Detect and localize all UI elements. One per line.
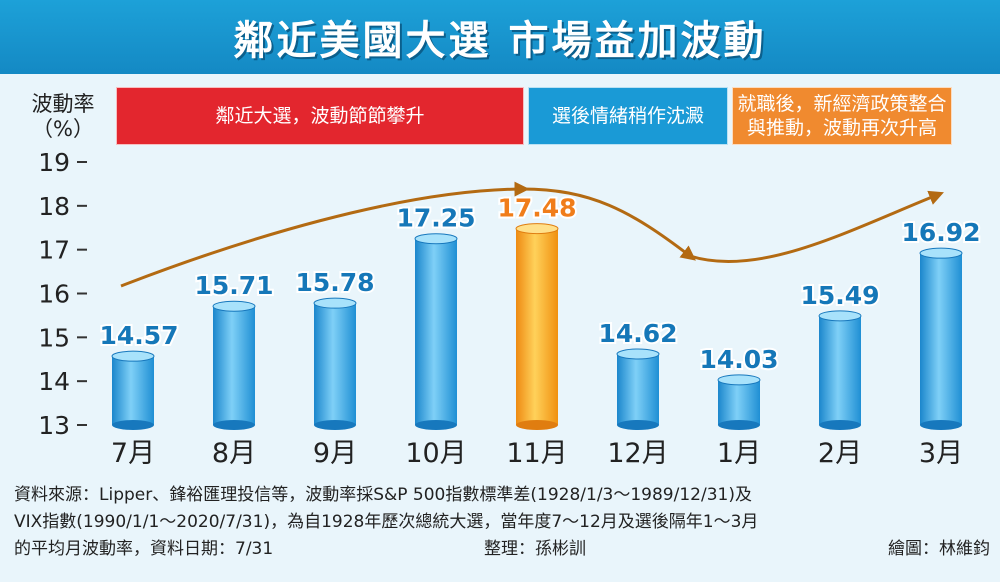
value-label: 17.48 — [497, 194, 576, 223]
bars — [111, 223, 963, 430]
bar-base — [415, 420, 457, 430]
footer-source-line-3: 的平均月波動率，資料日期：7/31 — [14, 539, 274, 559]
phase-label-pre-election: 鄰近大選，波動節節攀升 — [116, 87, 524, 145]
y-axis-label: 波動率 （%） — [18, 92, 108, 142]
bar-11月 — [515, 223, 559, 430]
value-label: 14.03 — [699, 345, 778, 374]
bar-cap — [313, 297, 357, 309]
bar-body — [819, 315, 861, 425]
title-bar: 鄰近美國大選 市場益加波動 — [0, 0, 1000, 74]
bar-body — [314, 303, 356, 425]
bar-2月 — [818, 310, 862, 430]
y-tick-label: 19 — [38, 148, 70, 177]
bar-base — [718, 420, 760, 430]
trend-arrow-rebound — [689, 190, 944, 264]
x-tick-label: 8月 — [212, 438, 256, 469]
value-label: 16.92 — [901, 218, 980, 247]
value-label: 15.71 — [194, 271, 273, 300]
y-axis: 13 14 15 16 17 18 19 — [38, 148, 87, 440]
bar-base — [213, 420, 255, 430]
bar-body — [112, 356, 154, 425]
y-axis-label-line-2: （%） — [32, 117, 94, 141]
bar-chart: 13 14 15 16 17 18 19 7月 8月 9月 10月 11月 12月 1月 2月 3月 14.… — [38, 148, 982, 469]
x-tick-label: 7月 — [111, 438, 155, 469]
x-tick-label: 12月 — [607, 438, 668, 469]
phase-label-inauguration: 就職後，新經濟政策整合與推動，波動再次升高 — [732, 87, 952, 145]
x-tick-label: 2月 — [818, 438, 862, 469]
bar-1月 — [717, 374, 761, 430]
x-tick-label: 11月 — [506, 438, 567, 469]
bar-base — [617, 420, 659, 430]
bar-body — [617, 353, 659, 425]
bar-cap — [616, 348, 660, 360]
bar-body — [718, 379, 760, 425]
bar-3月 — [919, 247, 963, 430]
bar-base — [920, 420, 962, 430]
bar-cap — [515, 223, 559, 235]
y-tick-label: 18 — [38, 192, 70, 221]
value-label: 15.78 — [295, 268, 374, 297]
y-tick-label: 17 — [38, 236, 70, 265]
bar-cap — [717, 374, 761, 386]
value-label: 15.49 — [800, 281, 879, 310]
y-tick-label: 16 — [38, 280, 70, 309]
y-tick-label: 13 — [38, 411, 70, 440]
bar-body — [920, 253, 962, 425]
bar-cap — [212, 300, 256, 312]
value-label: 14.62 — [598, 319, 677, 348]
y-axis-label-line-1: 波動率 — [31, 92, 95, 116]
bar-base — [516, 420, 558, 430]
bar-base — [819, 420, 861, 430]
footer-source-line-1: 資料來源：Lipper、鋒裕匯理投信等，波動率採S&P 500指數標準差(192… — [14, 485, 752, 505]
value-label: 17.25 — [396, 204, 475, 233]
bar-9月 — [313, 297, 357, 430]
bar-base — [314, 420, 356, 430]
bar-cap — [414, 233, 458, 245]
x-tick-label: 3月 — [919, 438, 963, 469]
bar-cap — [818, 310, 862, 322]
bar-cap — [919, 247, 963, 259]
chart-title: 鄰近美國大選 市場益加波動 — [233, 18, 767, 64]
value-labels: 14.57 15.71 15.78 17.25 17.48 14.62 14.03 15.49… — [97, 192, 982, 376]
trend-arrow-rise — [120, 181, 530, 288]
bar-body — [213, 306, 255, 425]
bar-8月 — [212, 300, 256, 430]
bar-12月 — [616, 348, 660, 430]
y-tick-label: 14 — [38, 367, 70, 396]
x-tick-label: 9月 — [313, 438, 357, 469]
x-tick-label: 1月 — [717, 438, 761, 469]
bar-base — [112, 420, 154, 430]
footer-editor: 整理：孫彬訓 — [484, 539, 586, 559]
trend-arrow-fall — [521, 187, 696, 261]
phase-label-post-election: 選後情緒稍作沈澱 — [528, 87, 728, 145]
footer-illustrator: 繪圖：林維鈞 — [888, 539, 990, 559]
bar-body — [415, 238, 457, 425]
bar-cap — [111, 350, 155, 362]
bar-body — [516, 228, 558, 425]
value-label: 14.57 — [99, 321, 178, 350]
bar-7月 — [111, 350, 155, 430]
bar-10月 — [414, 233, 458, 430]
x-tick-label: 10月 — [405, 438, 466, 469]
trend-arrows — [120, 181, 944, 288]
footer-notes: 資料來源：Lipper、鋒裕匯理投信等，波動率採S&P 500指數標準差(192… — [14, 482, 990, 563]
x-axis-labels: 7月 8月 9月 10月 11月 12月 1月 2月 3月 — [111, 438, 963, 469]
footer-source-line-2: VIX指數(1990/1/1～2020/7/31)，為自1928年歷次總統大選，… — [14, 512, 759, 532]
y-tick-label: 15 — [38, 323, 70, 352]
